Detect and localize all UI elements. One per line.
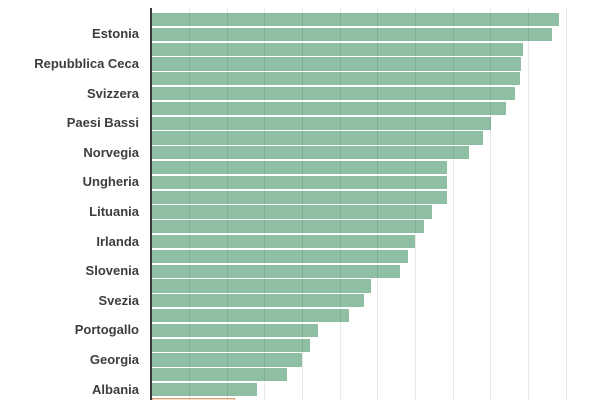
bar[interactable]: [152, 87, 516, 101]
bar[interactable]: [152, 42, 523, 56]
category-label: Ungheria: [82, 174, 139, 190]
x-gridline: [226, 8, 228, 400]
category-label: Svizzera: [86, 85, 139, 101]
bar[interactable]: [152, 131, 484, 145]
bar[interactable]: [152, 220, 424, 234]
y-axis-line: [149, 8, 152, 400]
bar[interactable]: [152, 323, 318, 337]
x-gridline: [377, 8, 379, 400]
bar[interactable]: [152, 368, 288, 382]
bar[interactable]: [152, 383, 258, 397]
bar[interactable]: [152, 57, 522, 71]
bar-highlighted[interactable]: [152, 397, 236, 400]
category-label: Georgia: [89, 352, 139, 367]
bar[interactable]: [152, 116, 492, 130]
category-label: Norvegia: [83, 144, 139, 160]
category-label: Slovenia: [85, 263, 139, 279]
category-label: Estonia: [92, 26, 139, 42]
x-gridline: [565, 8, 567, 400]
bar[interactable]: [152, 13, 560, 27]
bar[interactable]: [152, 101, 507, 115]
bar[interactable]: [152, 309, 349, 323]
bar[interactable]: [152, 161, 447, 175]
x-gridline: [528, 8, 530, 400]
bar[interactable]: [152, 264, 401, 278]
bar[interactable]: [152, 27, 552, 41]
bar[interactable]: [152, 190, 447, 204]
category-label: Portogallo: [74, 322, 139, 338]
bar[interactable]: [152, 279, 372, 293]
x-gridline: [415, 8, 417, 400]
category-label: Lituania: [89, 204, 139, 219]
category-label: Paesi Bassi: [66, 115, 139, 131]
category-label: Irlanda: [96, 233, 139, 249]
bar[interactable]: [152, 146, 470, 160]
bar[interactable]: [152, 235, 416, 249]
x-gridline: [339, 8, 341, 400]
bar[interactable]: [152, 72, 521, 86]
bar[interactable]: [152, 175, 447, 189]
category-label: Repubblica Ceca: [34, 56, 139, 71]
category-label: Albania: [92, 381, 139, 397]
bar[interactable]: [152, 338, 311, 352]
x-gridline: [264, 8, 266, 400]
bar[interactable]: [152, 353, 303, 367]
x-gridline: [490, 8, 492, 400]
x-gridline: [452, 8, 454, 400]
bar[interactable]: [152, 249, 409, 263]
x-gridline: [302, 8, 304, 400]
category-label: Svezia: [98, 292, 139, 308]
x-gridline: [189, 8, 191, 400]
bar[interactable]: [152, 294, 365, 308]
bar[interactable]: [152, 205, 432, 219]
